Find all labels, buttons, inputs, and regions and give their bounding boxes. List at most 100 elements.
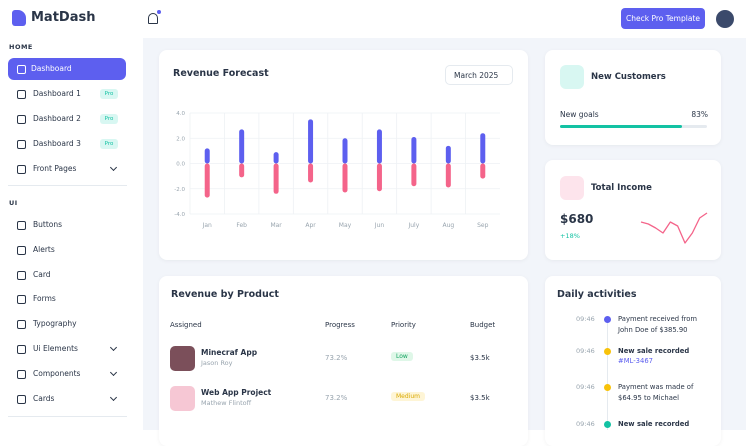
nav-item[interactable]: Buttons <box>33 220 63 229</box>
y-tick-label: -4.0 <box>174 212 185 218</box>
nav-item[interactable]: Components <box>33 368 81 378</box>
nav-icon <box>17 65 26 74</box>
chart-layer: 4.0 2.0 0.0 -2.0 -4.0 Jan Feb Mar Apr May Jun July A… <box>174 111 708 244</box>
page: MatDash Check Pro Template Revenue Forec… <box>0 8 746 430</box>
progress-track <box>560 125 707 128</box>
bar <box>273 152 279 164</box>
activity-time: 09:46 <box>576 420 595 428</box>
budget: $3.5k <box>470 354 490 362</box>
bell[interactable] <box>148 13 158 24</box>
bar <box>411 163 417 187</box>
activity-dot <box>604 384 611 391</box>
pro-badge: Pro <box>100 139 118 149</box>
section-title: UI <box>9 199 18 207</box>
bar <box>239 129 245 164</box>
progress-text: 73.2% <box>325 394 348 402</box>
nav-item[interactable]: Forms <box>33 294 56 304</box>
y-tick-label: -2.0 <box>174 187 185 193</box>
bar <box>480 163 486 179</box>
activity-text: New sale recorded <box>618 420 690 428</box>
product-owner: Jason Roy <box>201 359 233 367</box>
bar <box>376 163 382 192</box>
bell-dot <box>157 10 161 14</box>
brand[interactable]: MatDash <box>31 10 96 25</box>
goal-percent: 83% <box>691 110 708 119</box>
bar <box>342 163 348 193</box>
column-header: Progress <box>325 321 355 329</box>
nav-item[interactable]: Ui Elements <box>33 344 78 353</box>
progress-text: 73.2% <box>325 354 348 362</box>
product-image <box>170 346 195 371</box>
nav-icon <box>17 140 26 149</box>
bar <box>480 133 486 164</box>
nav-item[interactable]: Dashboard 2 <box>33 114 81 123</box>
priority-badge: Low <box>391 352 413 361</box>
nav-icon <box>17 245 26 255</box>
nav-item[interactable]: Dashboard 1 <box>33 89 81 98</box>
x-tick-label: Jan <box>202 222 212 229</box>
nav-item[interactable]: Card <box>33 269 51 279</box>
income-change: +18% <box>560 232 580 240</box>
nav-icon <box>17 295 26 305</box>
customers-icon <box>560 65 584 89</box>
nav-item[interactable]: Dashboard <box>31 64 72 73</box>
nav-icon <box>17 165 26 174</box>
activity-text: Payment received from John Doe of $385.9… <box>618 315 698 334</box>
income-card: Total Income $680 +18% <box>545 160 721 260</box>
x-tick-label: Feb <box>236 222 247 229</box>
product-image <box>170 386 195 411</box>
bar <box>239 163 245 178</box>
budget: $3.5k <box>470 394 490 402</box>
card-title: Daily activities <box>557 289 637 300</box>
bar <box>204 148 210 164</box>
month-dropdown[interactable]: March 2025 <box>445 65 513 85</box>
sparkline <box>640 212 708 244</box>
column-header: Budget <box>470 321 496 329</box>
priority-badge: Medium <box>391 392 425 401</box>
y-tick-label: 0.0 <box>176 162 185 168</box>
x-tick-label: Sep <box>477 222 489 229</box>
nav-item[interactable]: Cards <box>33 393 55 403</box>
section-title: HOME <box>9 43 33 51</box>
income-icon <box>560 176 584 200</box>
activity-dot <box>604 316 611 323</box>
timeline <box>607 319 608 430</box>
goal-label: New goals <box>560 110 599 119</box>
nav-icon <box>17 320 26 330</box>
sidebar <box>0 38 135 430</box>
pro-badge: Pro <box>100 89 118 99</box>
nav-icon <box>17 221 26 230</box>
nav-item[interactable]: Dashboard 3 <box>33 139 81 148</box>
avatar[interactable] <box>716 10 734 28</box>
divider <box>8 416 127 417</box>
income-amount: $680 <box>560 212 594 226</box>
bar <box>273 163 279 194</box>
customers-card: New Customers New goals 83% <box>545 50 721 145</box>
x-tick-label: Mar <box>270 222 282 229</box>
activity-dot <box>604 348 611 355</box>
active-bg <box>8 58 126 80</box>
column-header: Assigned <box>170 321 202 329</box>
activity-link[interactable]: #ML-3467 <box>618 357 653 365</box>
activity-dot <box>604 421 611 428</box>
product-owner: Mathew Flintoff <box>201 399 252 407</box>
pro-button[interactable]: Check Pro Template <box>621 8 705 29</box>
x-tick-label: Apr <box>305 222 316 229</box>
activity-text: New sale recorded <box>618 347 690 355</box>
nav-item[interactable]: Alerts <box>33 244 55 254</box>
product-name: Minecraf App <box>201 348 258 357</box>
bar <box>308 163 314 183</box>
activity-time: 09:46 <box>576 383 595 391</box>
card-title: Revenue by Product <box>171 289 279 300</box>
y-tick-label: 4.0 <box>176 111 185 117</box>
nav-icon <box>17 90 26 99</box>
activity-time: 09:46 <box>576 315 595 323</box>
nav-item[interactable]: Front Pages <box>33 164 77 173</box>
bar <box>204 163 210 198</box>
y-tick-label: 2.0 <box>176 136 185 142</box>
x-tick-label: May <box>339 222 352 229</box>
nav-item[interactable]: Typography <box>33 319 77 329</box>
activity-card: Daily activities <box>545 276 721 446</box>
nav-icon <box>17 394 26 404</box>
column-header: Priority <box>391 321 416 329</box>
